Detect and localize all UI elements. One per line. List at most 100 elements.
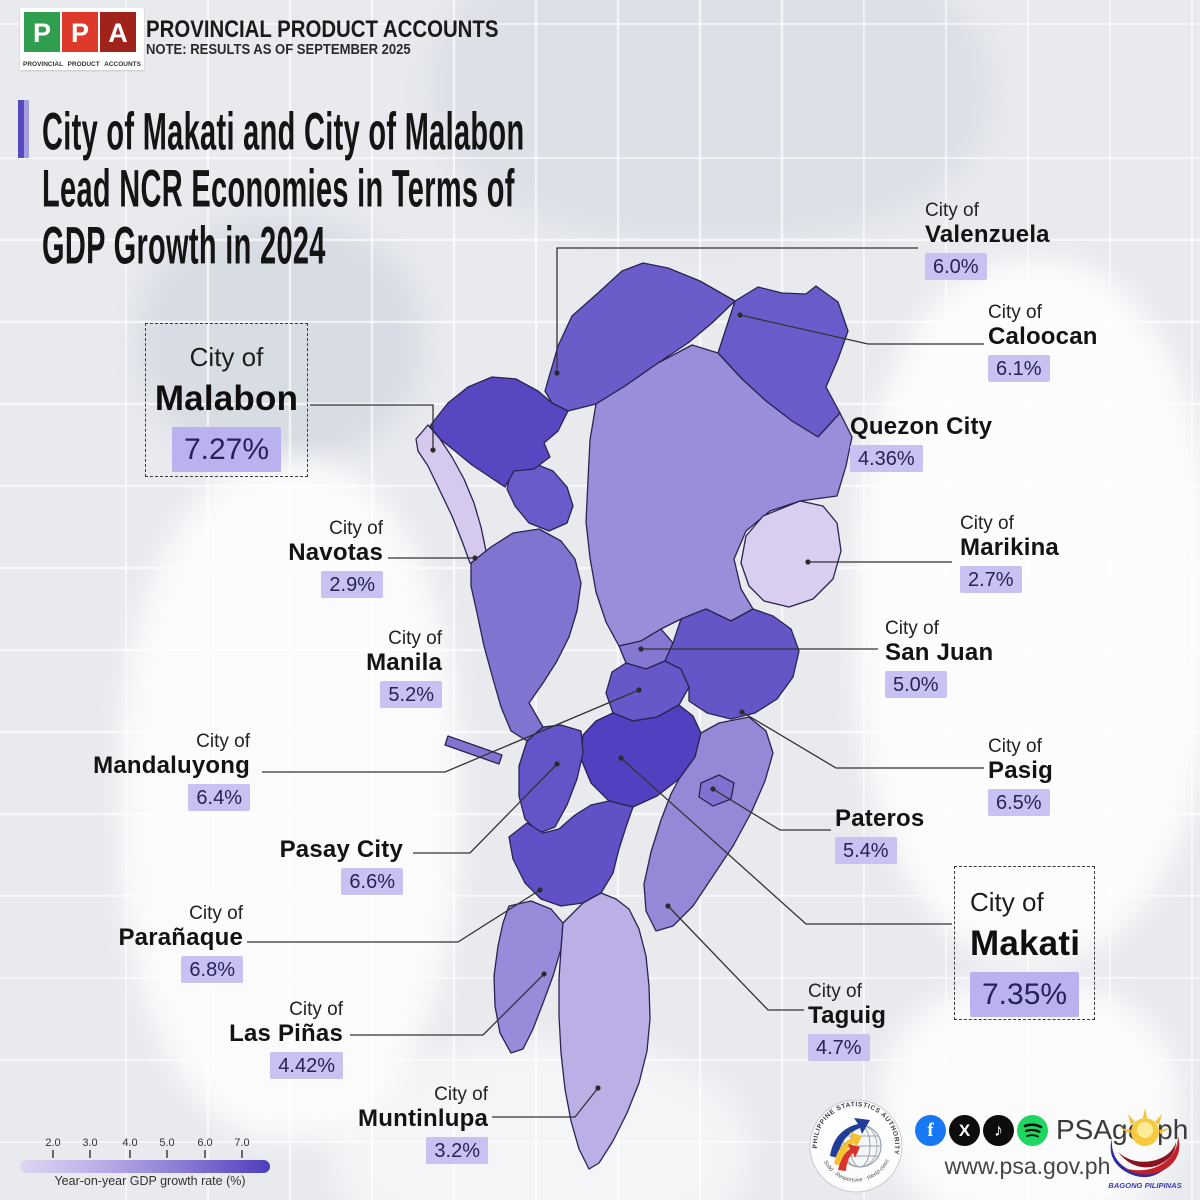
growth-badge: 7.35% xyxy=(970,972,1080,1017)
page-title-line2: Lead NCR Economies in Terms of xyxy=(42,158,515,218)
leader-malabon xyxy=(310,404,434,450)
legend-tick-4: 4.0 xyxy=(122,1137,137,1149)
header-title: PROVINCIAL PRODUCT ACCOUNTS xyxy=(146,16,499,43)
city-label-quezon-city: Quezon City 4.36% xyxy=(850,412,992,472)
legend-tick-7: 7.0 xyxy=(234,1137,249,1149)
city-label-pasig: City of Pasig 6.5% xyxy=(988,737,1053,816)
city-label-valenzuela: City of Valenzuela 6.0% xyxy=(925,201,1050,280)
ppa-logo-caption: PROVINCIAL PRODUCT ACCOUNTS xyxy=(20,61,144,68)
city-name: Mandaluyong xyxy=(93,752,250,779)
growth-badge: 7.27% xyxy=(171,427,282,472)
region-malabon xyxy=(429,376,569,488)
legend-tick-6: 6.0 xyxy=(197,1137,212,1149)
city-label-las-pinas: City of Las Piñas 4.42% xyxy=(229,1000,343,1079)
growth-badge: 5.2% xyxy=(380,681,442,708)
leader-las-pinas xyxy=(350,973,545,1036)
city-name: Caloocan xyxy=(988,323,1098,350)
city-label-manila: City of Manila 5.2% xyxy=(366,629,442,708)
city-prefix: City of xyxy=(925,200,979,221)
region-muntinlupa xyxy=(558,892,651,1170)
bagong-red-swoosh xyxy=(1124,1136,1180,1175)
ppa-logo-square-green: P xyxy=(24,12,60,52)
tiktok-icon: ♪ xyxy=(983,1114,1014,1146)
city-label-muntinlupa: City of Muntinlupa 3.2% xyxy=(358,1085,488,1164)
region-pasig xyxy=(664,608,800,720)
ppa-logo: P P A PROVINCIAL PRODUCT ACCOUNTS xyxy=(20,8,144,70)
city-label-san-juan: City of San Juan 5.0% xyxy=(885,619,993,698)
growth-badge: 5.4% xyxy=(835,837,897,864)
city-name: Valenzuela xyxy=(925,221,1050,248)
page-title-line3: GDP Growth in 2024 xyxy=(42,215,326,275)
color-legend: 2.0 3.0 4.0 5.0 6.0 7.0 xyxy=(20,1137,270,1173)
region-paranaque xyxy=(508,800,634,907)
region-marikina xyxy=(740,500,842,608)
region-manila xyxy=(470,528,582,742)
leader-muntinlupa xyxy=(492,1087,599,1118)
city-name: Marikina xyxy=(960,534,1059,561)
legend-label: Year-on-year GDP growth rate (%) xyxy=(54,1174,246,1188)
growth-badge: 6.5% xyxy=(988,789,1050,816)
facebook-icon: f xyxy=(915,1114,946,1146)
city-label-malabon-box: City of Malabon 7.27% xyxy=(145,323,308,477)
social-media-row: f X ♪ PSAgovph xyxy=(915,1114,1188,1146)
city-label-pateros: Pateros 5.4% xyxy=(835,804,924,864)
city-prefix: City of xyxy=(189,903,243,924)
bagong-sun xyxy=(1120,1108,1170,1146)
leader-taguig xyxy=(667,905,804,1011)
city-prefix: City of xyxy=(189,342,264,372)
spotify-icon xyxy=(1017,1114,1048,1146)
x-twitter-icon: X xyxy=(949,1114,980,1146)
city-prefix: City of xyxy=(988,736,1042,757)
page-title-line1: City of Makati and City of Malabon xyxy=(42,101,525,161)
psa-seal-blue-arrow xyxy=(830,1118,870,1158)
ppa-caption-word: ACCOUNTS xyxy=(104,61,141,68)
legend-tick-2: 2.0 xyxy=(45,1137,60,1149)
growth-badge: 6.8% xyxy=(181,956,243,983)
header-note: NOTE: RESULTS AS OF SEPTEMBER 2025 xyxy=(146,42,411,58)
city-name: Navotas xyxy=(288,539,383,566)
growth-badge: 4.7% xyxy=(808,1034,870,1061)
city-prefix: City of xyxy=(196,731,250,752)
city-label-makati-box: City of Makati 7.35% xyxy=(954,866,1095,1020)
city-label-caloocan: City of Caloocan 6.1% xyxy=(988,303,1098,382)
leader-pasig xyxy=(741,711,984,769)
city-label-navotas: City of Navotas 2.9% xyxy=(288,519,383,598)
legend-tick-5: 5.0 xyxy=(159,1137,174,1149)
ppa-logo-square-red: P xyxy=(62,12,98,52)
growth-badge: 6.1% xyxy=(988,355,1050,382)
city-prefix: City of xyxy=(329,518,383,539)
psa-seal-logo: PHILIPPINE STATISTICS AUTHORITY Solid · … xyxy=(809,1099,903,1193)
leader-paranaque xyxy=(247,889,541,943)
leader-caloocan xyxy=(739,314,984,345)
city-name: Pateros xyxy=(835,805,925,832)
legend-tick-3: 3.0 xyxy=(82,1137,97,1149)
growth-badge: 6.0% xyxy=(925,253,987,280)
city-prefix: City of xyxy=(289,999,343,1020)
growth-badge: 2.7% xyxy=(960,566,1022,593)
city-name: Pasay City xyxy=(279,836,403,863)
leader-makati xyxy=(620,757,952,925)
leader-lines xyxy=(247,247,984,1118)
region-manila-port xyxy=(444,735,503,765)
city-label-paranaque: City of Parañaque 6.8% xyxy=(118,904,243,983)
city-prefix: City of xyxy=(960,513,1014,534)
leader-valenzuela xyxy=(556,247,918,373)
city-label-mandaluyong: City of Mandaluyong 6.4% xyxy=(93,732,250,811)
city-name: Las Piñas xyxy=(229,1020,343,1047)
growth-badge: 4.36% xyxy=(850,445,923,472)
city-name: Malabon xyxy=(154,379,299,418)
city-prefix: City of xyxy=(388,628,442,649)
city-label-taguig: City of Taguig 4.7% xyxy=(808,982,886,1061)
map-regions xyxy=(415,262,853,1170)
city-name: Makati xyxy=(970,924,1081,963)
growth-badge: 6.4% xyxy=(188,784,250,811)
bagong-pilipinas-text: BAGONG PILIPINAS xyxy=(1108,1181,1181,1190)
growth-badge: 5.0% xyxy=(885,671,947,698)
ppa-caption-word: PROVINCIAL xyxy=(23,61,64,68)
title-accent-bar xyxy=(18,100,29,158)
region-taguig xyxy=(643,716,774,932)
ppa-caption-word: PRODUCT xyxy=(67,61,100,68)
leader-pateros xyxy=(712,788,831,831)
region-caloocan-south xyxy=(506,462,574,532)
leader-mandaluyong xyxy=(262,689,640,773)
